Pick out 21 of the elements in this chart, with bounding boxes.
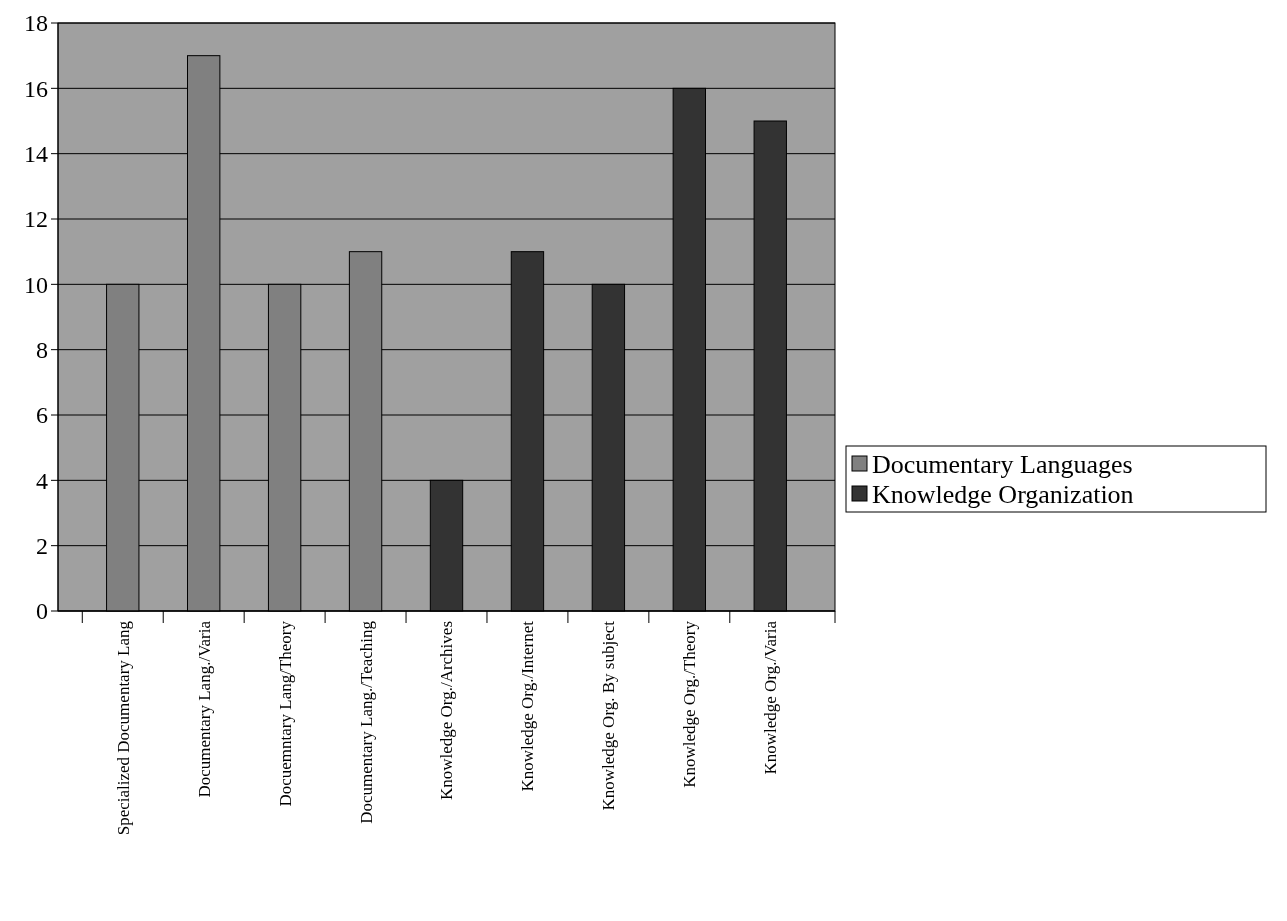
y-tick-label: 12: [24, 206, 48, 233]
y-tick-label: 10: [24, 271, 48, 298]
y-tick-label: 4: [36, 467, 48, 494]
x-tick-label: Documentary Lang./Varia: [194, 620, 214, 798]
x-tick-label: Knowledge Org./Internet: [518, 620, 538, 792]
y-tick-label: 6: [36, 402, 48, 429]
x-tick-label: Knowledge Org. By subject: [599, 620, 619, 811]
y-tick-label: 14: [24, 141, 48, 168]
legend-label: Knowledge Organization: [872, 480, 1134, 510]
y-tick-label: 0: [36, 598, 48, 625]
legend-label: Documentary Languages: [872, 450, 1133, 480]
x-tick-label: Documentary Lang./Teaching: [356, 620, 376, 824]
x-tick-label: Knowledge Org./Varia: [761, 620, 781, 775]
x-tick-label: Knowledge Org./Archives: [437, 621, 457, 801]
y-tick-label: 8: [36, 337, 48, 364]
y-tick-label: 2: [36, 533, 48, 560]
x-tick-label: Docuemntary Lang/Theory: [275, 620, 295, 807]
x-tick-label: Specialized Documentary Lang: [113, 620, 133, 836]
x-tick-label: Knowledge Org./Theory: [680, 620, 700, 788]
y-tick-label: 16: [24, 75, 48, 102]
y-tick-label: 18: [24, 10, 48, 37]
